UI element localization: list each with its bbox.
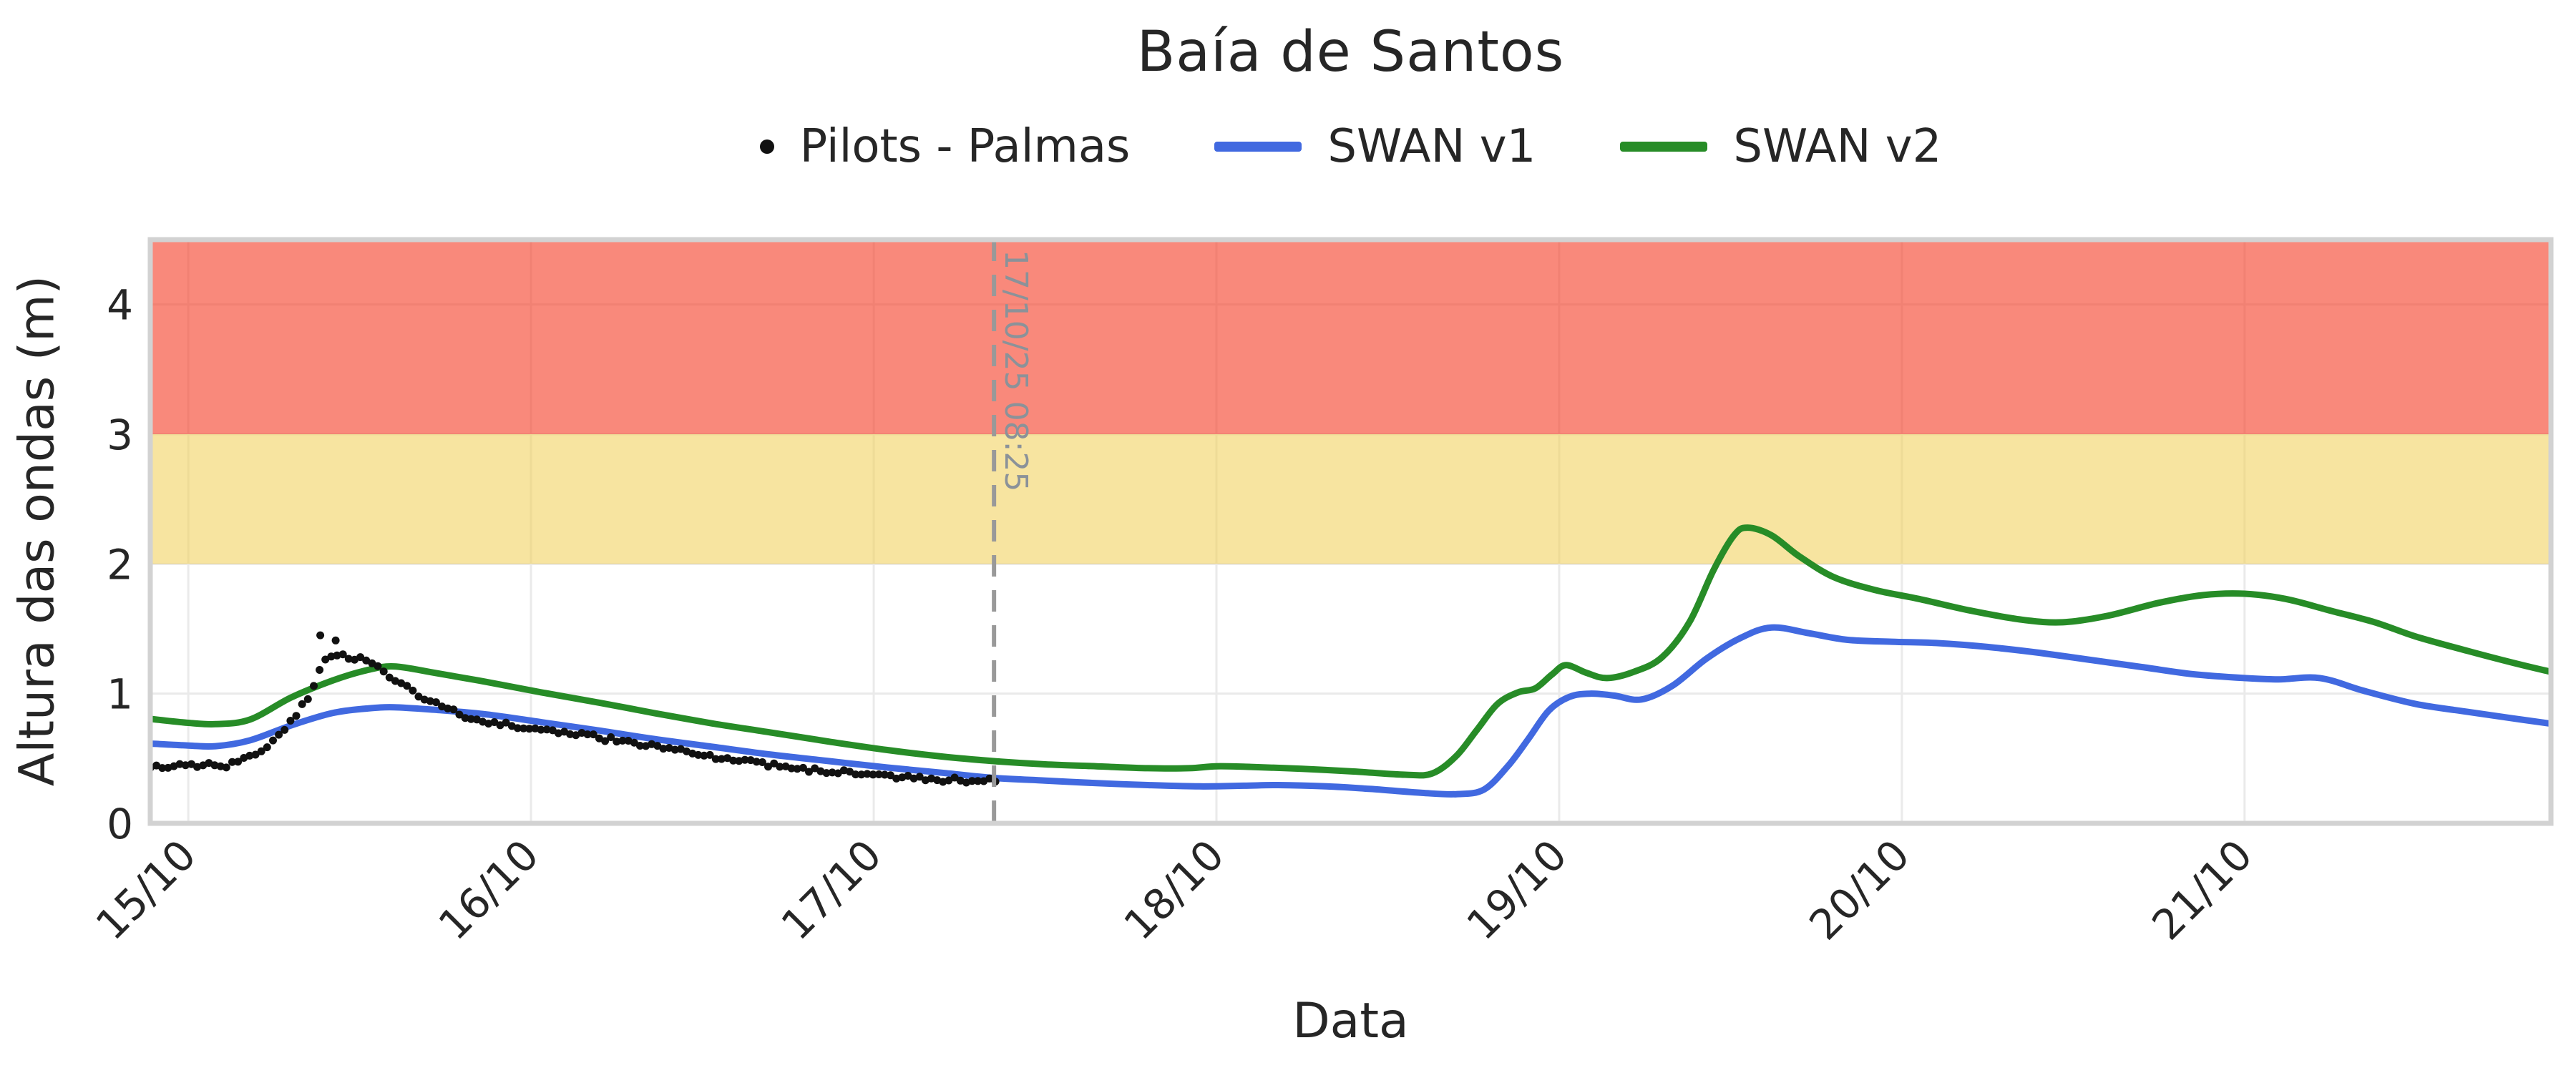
x-axis-label: Data bbox=[1292, 993, 1409, 1049]
x-tick-label: 21/10 bbox=[2142, 831, 2261, 949]
alert-yellow-band bbox=[150, 434, 2551, 564]
plot-border bbox=[147, 237, 2554, 826]
legend-label-swan-v2: SWAN v2 bbox=[1733, 120, 1942, 173]
legend: Pilots - Palmas SWAN v1 SWAN v2 bbox=[150, 120, 2551, 173]
forecast-issue-label: 17/10/25 08:25 bbox=[997, 250, 1034, 491]
x-tick-label: 18/10 bbox=[1115, 831, 1234, 949]
x-tick-label: 20/10 bbox=[1800, 831, 1918, 949]
alert-red-band bbox=[150, 240, 2551, 434]
y-tick-label: 1 bbox=[107, 670, 133, 719]
y-tick-label: 0 bbox=[107, 800, 133, 848]
swan-v2-line bbox=[150, 524, 2551, 779]
scatter-marker-icon bbox=[759, 139, 774, 154]
line-swatch-icon-v2 bbox=[1620, 142, 1708, 152]
legend-label-pilots: Pilots - Palmas bbox=[799, 120, 1131, 173]
y-tick-label: 3 bbox=[107, 411, 133, 459]
line-swatch-icon-v1 bbox=[1214, 142, 1302, 152]
legend-item-swan-v1: SWAN v1 bbox=[1214, 120, 1536, 173]
x-tick-label: 19/10 bbox=[1458, 831, 1576, 949]
y-tick-label: 4 bbox=[107, 281, 133, 330]
observation-dots bbox=[150, 631, 1000, 787]
legend-item-swan-v2: SWAN v2 bbox=[1620, 120, 1941, 173]
x-tick-label: 16/10 bbox=[429, 831, 548, 949]
swan-v1-line bbox=[150, 624, 2551, 798]
x-tick-label: 17/10 bbox=[772, 831, 891, 949]
legend-label-swan-v1: SWAN v1 bbox=[1327, 120, 1536, 173]
x-tick-label: 15/10 bbox=[87, 831, 205, 949]
y-tick-label: 2 bbox=[107, 540, 133, 589]
legend-item-pilots: Pilots - Palmas bbox=[759, 120, 1131, 173]
chart-title: Baía de Santos bbox=[1136, 20, 1565, 84]
